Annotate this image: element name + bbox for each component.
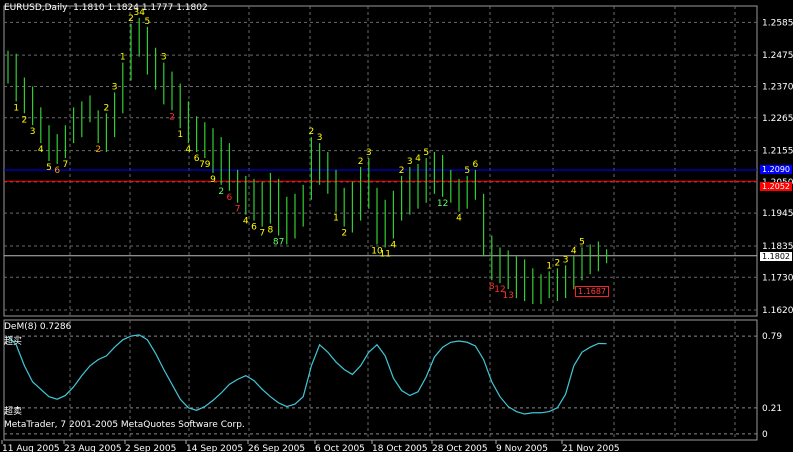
date-tick-label: 18 Oct 2005 — [372, 444, 428, 452]
count-label: 13 — [502, 291, 513, 301]
date-tick-label: 6 Oct 2005 — [315, 444, 365, 452]
count-label: 6 — [194, 154, 200, 164]
target-price-box: 1.1687 — [575, 286, 609, 297]
oversold-label: 超卖 — [4, 407, 23, 417]
count-label: 7 — [235, 205, 241, 215]
current-price-tag: 1.1802 — [760, 252, 792, 261]
count-label: 3 — [407, 157, 413, 167]
date-tick-label: 26 Sep 2005 — [248, 444, 305, 452]
count-label: 2 — [341, 229, 347, 239]
chart-header: EURUSD,Daily 1.1810 1.1824 1.1777 1.1802 — [4, 3, 208, 13]
price-tick-label: 1.1730 — [762, 273, 793, 283]
price-tick-label: 1.2370 — [762, 82, 793, 92]
count-label: 2 — [128, 14, 134, 24]
count-label: 7 — [63, 160, 69, 170]
count-label: 3 — [317, 133, 323, 143]
count-label: 5 — [464, 166, 470, 176]
count-label: 7 — [259, 229, 265, 239]
count-label: 6 — [227, 193, 233, 203]
count-label: 1 — [333, 214, 339, 224]
indicator-title: DeM(8) 0.7286 — [4, 322, 72, 332]
indicator-panel-frame — [3, 319, 758, 441]
count-label: 3 — [366, 148, 372, 158]
count-label: 1 — [13, 103, 19, 113]
count-label: 3 — [30, 127, 36, 137]
overbought-label: 超买 — [4, 337, 23, 347]
count-label: 4 — [186, 145, 192, 155]
count-label: 34 — [133, 8, 145, 18]
count-label: 2 — [555, 258, 561, 268]
count-label: 4 — [456, 214, 462, 224]
count-label: 5 — [579, 237, 585, 247]
dem-level-label: 0.79 — [762, 332, 782, 342]
price-tick-label: 1.2155 — [762, 147, 793, 157]
count-label: 87 — [273, 238, 284, 248]
count-label: 3 — [112, 82, 118, 92]
count-label: 79 — [199, 160, 211, 170]
price-tick-label: 1.2265 — [762, 114, 793, 124]
count-label: 1 — [546, 261, 552, 271]
dem-level-label: 0.21 — [762, 404, 782, 414]
count-label: 2 — [169, 112, 175, 122]
count-label: 3 — [161, 53, 167, 63]
count-label: 2 — [22, 115, 28, 125]
count-label: 2 — [218, 187, 224, 197]
count-label: 2 — [399, 166, 405, 176]
count-label: 2 — [95, 145, 101, 155]
count-label: 5 — [423, 148, 429, 158]
ohlc-values: 1.1810 1.1824 1.1777 1.1802 — [73, 3, 208, 13]
count-label: 6 — [473, 160, 479, 170]
date-tick-label: 2 Sep 2005 — [125, 444, 176, 452]
date-tick-label: 9 Nov 2005 — [496, 444, 548, 452]
count-label: 2 — [358, 157, 364, 167]
price-tick-label: 1.1945 — [762, 209, 793, 219]
price-tick-label: 1.2475 — [762, 51, 793, 61]
count-label: 9 — [210, 175, 216, 185]
count-label: 11 — [379, 249, 390, 259]
count-label: 2 — [104, 103, 110, 113]
count-label: 2 — [309, 127, 315, 137]
dem-level-label: 0 — [762, 430, 768, 440]
count-label: 1 — [177, 130, 183, 140]
count-label: 4 — [391, 241, 397, 251]
price-tick-label: 1.1620 — [762, 306, 793, 316]
count-label: 10 — [371, 246, 383, 256]
count-label: 4 — [571, 246, 577, 256]
red-line-price-tag: 1.2052 — [760, 182, 792, 191]
blue-line-price-tag: 1.2090 — [760, 165, 792, 174]
date-tick-label: 11 Aug 2005 — [2, 444, 60, 452]
count-label: 6 — [54, 166, 60, 176]
price-tick-label: 1.2585 — [762, 18, 793, 28]
date-tick-label: 28 Oct 2005 — [432, 444, 488, 452]
date-tick-label: 14 Sep 2005 — [186, 444, 243, 452]
count-label: 5 — [46, 163, 52, 173]
count-label: 6 — [251, 223, 257, 233]
count-label: 12 — [494, 285, 505, 295]
symbol-label: EURUSD,Daily — [4, 3, 68, 13]
count-label: 4 — [415, 154, 421, 164]
count-label: 4 — [243, 217, 249, 227]
date-tick-label: 21 Nov 2005 — [562, 444, 620, 452]
price-tick-label: 1.1835 — [762, 242, 793, 252]
count-label: 5 — [145, 17, 151, 27]
count-label: 3 — [563, 255, 569, 265]
count-label: 1 — [120, 53, 126, 63]
price-panel-frame — [3, 5, 758, 317]
count-label: 8 — [489, 282, 495, 292]
count-label: 12 — [437, 199, 448, 209]
count-label: 8 — [268, 226, 274, 236]
date-tick-label: 23 Aug 2005 — [64, 444, 122, 452]
count-label: 4 — [38, 145, 44, 155]
demarker-line — [7, 334, 607, 415]
copyright-text: MetaTrader, 7 2001-2005 MetaQuotes Softw… — [4, 420, 245, 430]
